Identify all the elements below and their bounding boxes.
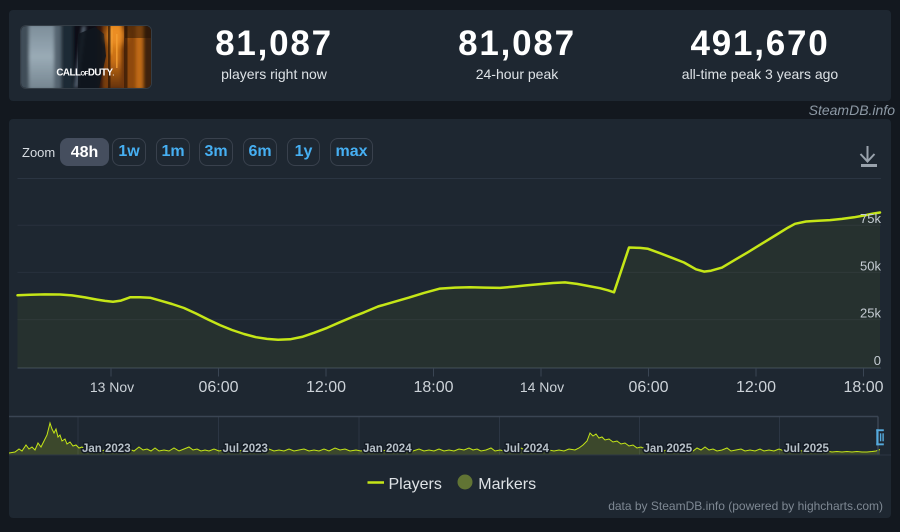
svg-text:14 Nov: 14 Nov — [520, 379, 564, 395]
svg-text:Jan 2023: Jan 2023 — [82, 443, 131, 455]
svg-text:Jan 2025: Jan 2025 — [644, 443, 693, 455]
svg-text:06:00: 06:00 — [628, 379, 668, 396]
svg-text:18:00: 18:00 — [843, 379, 883, 396]
svg-text:Players: Players — [389, 476, 442, 493]
svg-text:Jul 2024: Jul 2024 — [504, 443, 550, 455]
svg-text:12:00: 12:00 — [736, 379, 776, 396]
svg-text:Markers: Markers — [478, 476, 536, 493]
svg-text:Jan 2024: Jan 2024 — [363, 443, 412, 455]
svg-text:25k: 25k — [860, 306, 881, 321]
svg-text:Jul 2023: Jul 2023 — [223, 443, 268, 455]
svg-text:18:00: 18:00 — [413, 379, 453, 396]
svg-text:12:00: 12:00 — [306, 379, 346, 396]
svg-text:75k: 75k — [860, 211, 881, 226]
svg-text:0: 0 — [874, 353, 881, 368]
svg-text:Jul 2025: Jul 2025 — [784, 443, 830, 455]
svg-text:50k: 50k — [860, 258, 881, 273]
svg-text:06:00: 06:00 — [198, 379, 238, 396]
svg-text:13 Nov: 13 Nov — [90, 379, 134, 395]
